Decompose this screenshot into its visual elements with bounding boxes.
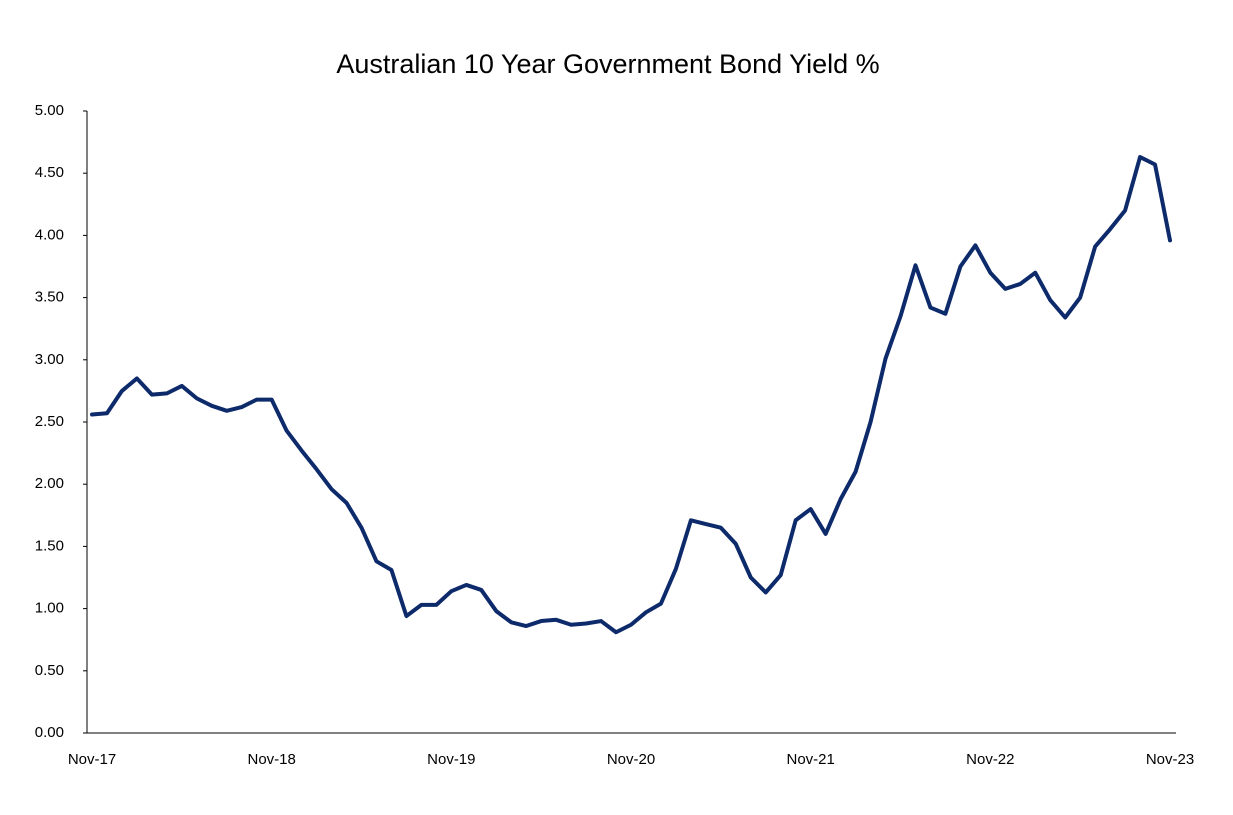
- x-tick-label: Nov-21: [786, 751, 834, 768]
- x-tick-label: Nov-19: [427, 751, 475, 768]
- y-tick-label: 0.50: [35, 662, 64, 679]
- x-tick-label: Nov-17: [68, 751, 116, 768]
- chart-title: Australian 10 Year Government Bond Yield…: [336, 49, 879, 79]
- line-series: [90, 155, 1172, 635]
- y-tick-label: 1.00: [35, 600, 64, 617]
- y-tick-label: 4.00: [35, 226, 64, 243]
- y-tick-label: 3.50: [35, 289, 64, 306]
- x-tick-label: Nov-18: [247, 751, 295, 768]
- x-tick-label: Nov-20: [607, 751, 655, 768]
- y-tick-label: 1.50: [35, 537, 64, 554]
- y-tick-label: 2.00: [35, 475, 64, 492]
- x-tick-label: Nov-23: [1146, 751, 1194, 768]
- y-tick-label: 2.50: [35, 413, 64, 430]
- y-tick-label: 5.00: [35, 102, 64, 119]
- y-tick-label: 0.00: [35, 724, 64, 741]
- y-tick-label: 3.00: [35, 351, 64, 368]
- y-tick-label: 4.50: [35, 164, 64, 181]
- x-tick-label: Nov-22: [966, 751, 1014, 768]
